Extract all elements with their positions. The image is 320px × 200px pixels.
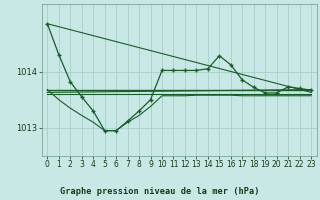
Text: Graphe pression niveau de la mer (hPa): Graphe pression niveau de la mer (hPa) [60, 187, 260, 196]
